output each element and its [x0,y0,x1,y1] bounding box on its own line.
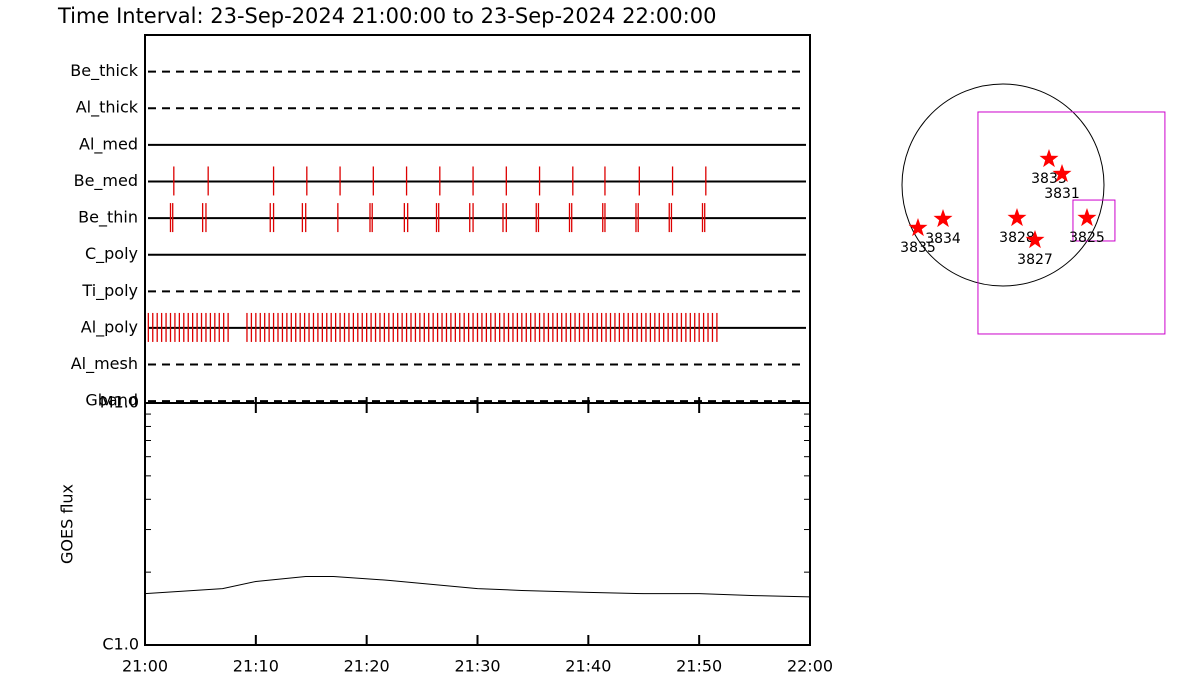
region-label: 3827 [1017,252,1053,268]
filter-label: C_poly [85,244,138,264]
y-tick-label: M1.0 [100,393,139,412]
filter-label: Gband [85,391,138,410]
x-tick-label: 21:20 [344,657,390,676]
filter-label: Ti_poly [81,281,138,301]
filter-label: Be_thin [78,208,138,228]
region-star [1007,208,1027,227]
frame [144,402,811,646]
region-label: 3833 [1031,171,1067,187]
region-star [908,218,928,237]
x-tick-label: 21:00 [122,657,168,676]
y-tick-label: C1.0 [102,635,139,654]
filter-label: Al_thick [76,98,139,118]
solar-limb [901,83,1105,287]
fov-box [1072,199,1116,242]
y-axis-label: GOES flux [58,484,77,564]
x-tick-label: 22:00 [787,657,833,676]
filter-label: Be_thick [70,61,138,81]
filter-label: Be_med [74,171,138,191]
filter-label: Al_mesh [71,354,138,374]
region-star [933,209,953,228]
x-tick-label: 21:30 [454,657,500,676]
region-label: 3825 [1069,230,1105,246]
x-tick-label: 21:10 [233,657,279,676]
filter-label: Al_poly [81,317,138,337]
region-star [1039,149,1059,168]
region-star [1025,230,1045,249]
filter-label: Al_med [79,134,138,154]
region-label: 3835 [900,240,936,256]
goes-curve [144,575,811,598]
region-star [1052,164,1072,182]
fov-box [977,111,1166,335]
region-label: 3831 [1044,186,1080,202]
region-label: 3828 [999,230,1035,246]
region-label: 3834 [925,231,961,247]
region-star [1077,208,1097,227]
title: Time Interval: 23-Sep-2024 21:00:00 to 2… [57,4,716,28]
goes-panel: 21:00 21:10 21:20 21:30 21:40 21:50 22:00 M1.0 C… [58,393,834,676]
x-tick-label: 21:40 [565,657,611,676]
x-tick-label: 21:50 [676,657,722,676]
timeline-panel: Be_thick Al_thick Al_med Be_med Be_thin C_pol… [70,34,811,410]
